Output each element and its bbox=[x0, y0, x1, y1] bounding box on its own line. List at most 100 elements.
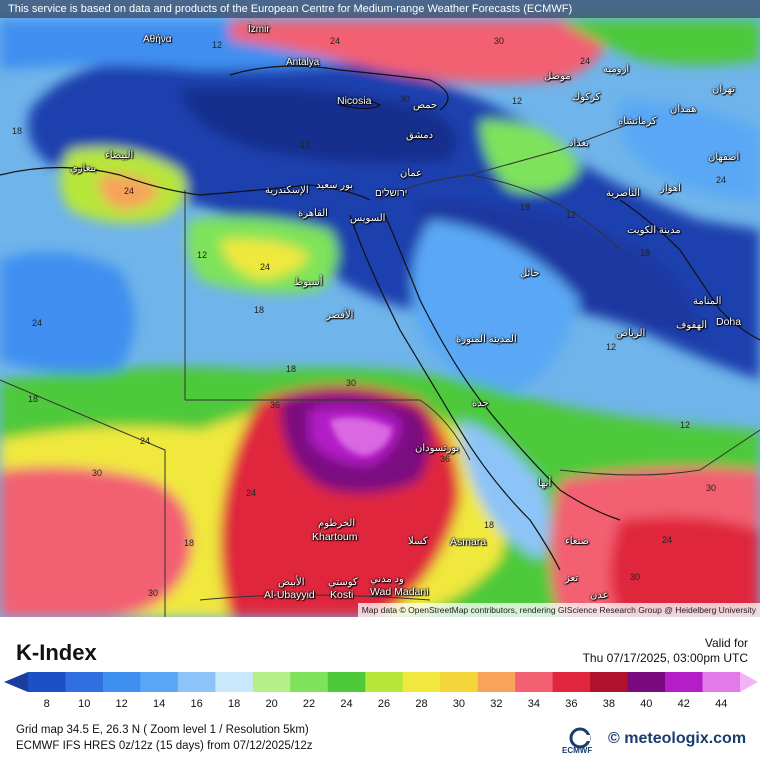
scale-label: 16 bbox=[190, 698, 203, 710]
contour-label: 18 bbox=[254, 305, 265, 315]
contour-label: 12 bbox=[212, 40, 223, 50]
scale-label: 34 bbox=[527, 698, 541, 710]
city-al-ubayyid: Al-Ubayyid bbox=[264, 589, 315, 601]
scale-swatch bbox=[590, 672, 629, 692]
city-hamadan: همدان bbox=[670, 104, 697, 115]
scale-swatch bbox=[402, 672, 441, 692]
scale-swatch bbox=[28, 672, 66, 692]
scale-label: 10 bbox=[78, 698, 91, 710]
city-sanaa: صنعاء bbox=[565, 536, 590, 547]
contour-label: 30 bbox=[494, 36, 505, 46]
city-kosti-ar: كوستي bbox=[328, 577, 358, 588]
contour-label: 12 bbox=[566, 210, 577, 220]
city-luxor: الأقصر bbox=[326, 310, 354, 321]
scale-swatch bbox=[177, 672, 216, 692]
ecmwf-logo-icon bbox=[569, 727, 591, 749]
city-kirkuk: كركوك bbox=[572, 92, 601, 103]
city-abha: أبها bbox=[538, 478, 552, 489]
contour-label: 12 bbox=[197, 250, 208, 260]
scale-label: 30 bbox=[452, 698, 466, 710]
scale-swatch bbox=[327, 672, 366, 692]
scale-swatch bbox=[665, 672, 704, 692]
city-port-said: بور سعيد bbox=[316, 180, 354, 191]
scale-label: 8 bbox=[43, 698, 50, 710]
contour-label: 24 bbox=[260, 262, 271, 272]
city-nicosia: Nicosia bbox=[337, 95, 372, 107]
city-manama: المنامة bbox=[693, 296, 722, 307]
contour-label: 24 bbox=[32, 318, 43, 328]
city-dimashq: دمشق bbox=[406, 130, 434, 141]
scale-swatch bbox=[627, 672, 666, 692]
contour-label: 18 bbox=[640, 248, 651, 258]
city-amman: عمان bbox=[400, 168, 423, 179]
scale-swatch bbox=[702, 672, 741, 692]
contour-label: 24 bbox=[662, 535, 673, 545]
city-madinah: المدينة المنورة bbox=[456, 334, 517, 345]
city-hail: حائل bbox=[520, 268, 540, 279]
contour-label: 30 bbox=[148, 588, 159, 598]
grid-info: Grid map 34.5 E, 26.3 N ( Zoom level 1 /… bbox=[16, 724, 309, 736]
scale-swatch bbox=[477, 672, 516, 692]
contour-label: 36 bbox=[440, 454, 451, 464]
scale-label: 14 bbox=[153, 698, 166, 710]
k-index-field bbox=[0, 0, 760, 617]
scale-label: 28 bbox=[415, 698, 428, 710]
city-athina: Αθήνα bbox=[143, 34, 172, 45]
city-khartoum: Khartoum bbox=[312, 531, 358, 543]
contour-label: 12 bbox=[606, 342, 617, 352]
scale-swatch bbox=[290, 672, 329, 692]
scale-arrow-left bbox=[4, 672, 28, 692]
city-antalya: Antalya bbox=[286, 57, 320, 68]
city-khartoum-ar: الخرطوم bbox=[318, 518, 356, 529]
city-nasiriyah: الناصرية bbox=[606, 188, 641, 199]
contour-label: 30 bbox=[92, 468, 103, 478]
meteologix-logo-text: meteologix.com bbox=[624, 730, 747, 747]
ecmwf-banner: This service is based on data and produc… bbox=[0, 0, 760, 18]
contour-label: 18 bbox=[184, 538, 195, 548]
city-taiz: تعز bbox=[565, 573, 579, 584]
contour-label: 24 bbox=[246, 488, 257, 498]
city-benghazi: بنغازي bbox=[70, 163, 97, 174]
contour-label: 30 bbox=[346, 378, 357, 388]
scale-label: 32 bbox=[490, 698, 503, 710]
city-suez: السويس bbox=[350, 213, 386, 224]
city-bayda: البيضاء bbox=[105, 150, 134, 161]
scale-label: 40 bbox=[640, 698, 653, 710]
scale-label: 26 bbox=[377, 698, 391, 710]
valid-date: Thu 07/17/2025, 03:00pm UTC bbox=[582, 651, 748, 665]
city-wad-madani: Wad Madani bbox=[370, 586, 429, 598]
city-urmia: ارومیه bbox=[603, 64, 630, 75]
city-port-sudan: بورتسودان bbox=[415, 443, 460, 454]
scale-label: 22 bbox=[302, 698, 316, 710]
contour-label: 24 bbox=[330, 36, 341, 46]
valid-for-label: Valid for bbox=[704, 636, 748, 650]
map-title: K-Index bbox=[16, 640, 97, 665]
contour-label: 30 bbox=[630, 572, 641, 582]
city-asmara: Asmara bbox=[450, 536, 487, 548]
contour-label: 12 bbox=[680, 420, 691, 430]
scale-swatch bbox=[552, 672, 591, 692]
scale-swatch bbox=[365, 672, 404, 692]
contour-label: 36 bbox=[270, 400, 281, 410]
city-homs: حمص bbox=[413, 100, 438, 111]
scale-swatch bbox=[215, 672, 254, 692]
meteologix-logo[interactable]: © meteologix.com bbox=[608, 730, 746, 748]
scale-label: 20 bbox=[265, 698, 278, 710]
scale-label: 18 bbox=[227, 698, 241, 710]
city-mosul: موصل bbox=[544, 71, 571, 82]
contour-label: 24 bbox=[580, 56, 591, 66]
city-cairo: القاهرة bbox=[298, 208, 328, 219]
contour-label: 24 bbox=[140, 436, 151, 446]
contour-label: 18 bbox=[28, 394, 39, 404]
scale-label: 38 bbox=[602, 698, 615, 710]
city-aden: عدن bbox=[590, 590, 609, 601]
contour-label: 30 bbox=[400, 94, 411, 104]
meteologix-logo-icon: © bbox=[608, 730, 620, 747]
scale-label: 44 bbox=[715, 698, 728, 710]
scale-swatch bbox=[515, 672, 554, 692]
city-wad-madani-ar: ود مدني bbox=[370, 574, 404, 585]
contour-label: 24 bbox=[716, 175, 727, 185]
contour-label: 18 bbox=[286, 364, 297, 374]
weather-map[interactable]: This service is based on data and produc… bbox=[0, 0, 760, 617]
city-baghdad: بغداد bbox=[569, 138, 590, 149]
